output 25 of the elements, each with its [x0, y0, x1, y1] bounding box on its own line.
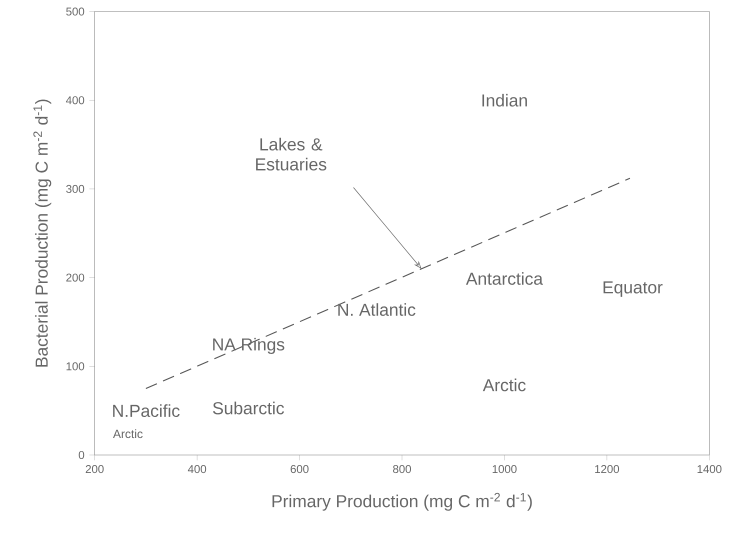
annotation: NA Rings	[213, 338, 284, 354]
annotation: Arctic	[112, 429, 143, 438]
y-tick-label: 0	[78, 451, 84, 460]
annotation: Arctic	[482, 378, 526, 392]
x-axis-title: Primary Production (mg C m$^{-2}$ d$^{-1}$)	[272, 492, 532, 511]
y-tick-label: 200	[66, 274, 84, 282]
annotation: N. Atlantic	[338, 303, 416, 316]
annotation: N.Pacific	[113, 404, 180, 418]
x-tick-label: 800	[393, 465, 412, 474]
annotation: Subarctic	[213, 402, 284, 414]
x-tick-label: 200	[86, 465, 104, 474]
annotation: Indian	[482, 94, 527, 107]
y-tick-label: 100	[66, 362, 84, 370]
x-tick-label: 400	[188, 465, 206, 474]
y-tick-label: 300	[66, 184, 84, 193]
x-tick-label: 1400	[698, 465, 722, 474]
x-tick-label: 1000	[492, 465, 517, 474]
x-tick-label: 600	[290, 465, 309, 474]
y-tick-label: 400	[66, 96, 84, 104]
annotation: Equator	[604, 281, 663, 297]
y-tick-label: 500	[66, 8, 84, 16]
x-tick-label: 1200	[595, 465, 620, 474]
annotation: Lakes & Estuaries	[256, 138, 326, 171]
y-axis-title: Bacterial Production (mg C m$^{-2}$ d$^{-1}$)	[33, 100, 52, 367]
annotation: Antarctica	[466, 272, 543, 285]
